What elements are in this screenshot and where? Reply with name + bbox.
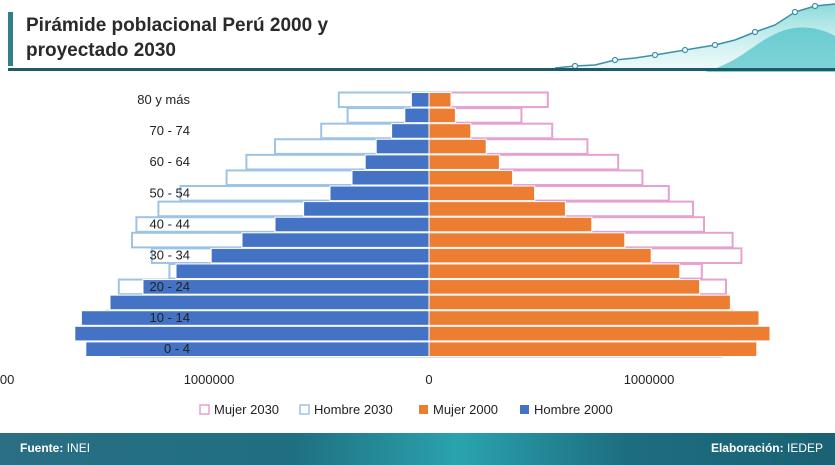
- bar-hombre-2000-40-44: [274, 216, 430, 233]
- bar-mujer-2000-40-44: [428, 216, 593, 233]
- bar-mujer-2000-15-19: [428, 294, 731, 311]
- bar-mujer-2000-30-34: [428, 247, 652, 264]
- bar-mujer-2000-0-4: [428, 341, 758, 358]
- x-tick-label: 1000000: [184, 372, 235, 387]
- y-tick-label: 10 - 14: [150, 310, 190, 325]
- decorative-trend-icon: [555, 2, 835, 72]
- bar-hombre-2000-30-34: [210, 247, 430, 264]
- bar-hombre-2000-0-4: [85, 341, 430, 358]
- bar-hombre-2000-70-74: [391, 123, 430, 139]
- author-note: Elaboración: IEDEP: [711, 441, 823, 455]
- bar-hombre-2000-15-19: [109, 294, 430, 311]
- footer: Fuente: INEI Elaboración: IEDEP: [0, 433, 835, 465]
- legend-label: Hombre 2000: [534, 402, 613, 417]
- bar-hombre-2000-55-59: [351, 169, 430, 186]
- bar-mujer-2000-10-14: [428, 310, 760, 326]
- y-tick-label: 70 - 74: [150, 123, 190, 138]
- legend-label: Mujer 2030: [214, 402, 279, 417]
- bar-mujer-2000-45-49: [428, 201, 566, 217]
- bar-hombre-2000-10-14: [80, 310, 430, 326]
- source-note: Fuente: INEI: [20, 441, 90, 455]
- bar-mujer-2000-65-69: [428, 138, 487, 155]
- bar-hombre-2000-5-9: [74, 325, 430, 342]
- title-accent-bar: [8, 12, 13, 66]
- legend-label: Hombre 2030: [314, 402, 393, 417]
- bar-hombre-2000-75-79: [404, 107, 430, 124]
- header-divider: [8, 68, 835, 71]
- header: Pirámide poblacional Perú 2000 y proyect…: [0, 0, 835, 72]
- bar-mujer-2000-75-79: [428, 107, 456, 124]
- bar-mujer-2000-50-54: [428, 185, 536, 202]
- y-tick-label: 80 y más: [137, 92, 190, 107]
- bar-mujer-2000-20-24: [428, 279, 701, 295]
- bar-mujer-2000-70-74: [428, 123, 472, 139]
- y-tick-label: 60 - 64: [150, 154, 190, 169]
- legend-swatch: [199, 404, 210, 415]
- bar-hombre-2000-35-39: [241, 232, 430, 248]
- bar-hombre-2000-60-64: [364, 154, 430, 170]
- bar-mujer-2000-5-9: [428, 325, 771, 342]
- bar-mujer-2000-80ymás: [428, 92, 452, 108]
- legend-swatch: [299, 404, 310, 415]
- x-tick-label: 1000000: [624, 372, 675, 387]
- page-title: Pirámide poblacional Perú 2000 y proyect…: [26, 15, 329, 61]
- x-tick-label: 2000000: [0, 372, 14, 387]
- y-tick-label: 40 - 44: [150, 217, 190, 232]
- bar-mujer-2000-60-64: [428, 154, 500, 170]
- x-tick-label: 0: [425, 372, 432, 387]
- legend-swatch: [520, 405, 529, 414]
- bar-mujer-2000-35-39: [428, 232, 626, 248]
- source-value: INEI: [66, 441, 91, 455]
- source-label: Fuente:: [20, 441, 64, 455]
- bar-hombre-2000-65-69: [375, 138, 430, 155]
- y-tick-label: 50 - 54: [150, 185, 190, 200]
- population-pyramid-chart: 0 - 4 10 - 14 20 - 24 30 - 34 40 - 44 50 - 54…: [0, 91, 771, 417]
- legend-label: Mujer 2000: [433, 402, 498, 417]
- author-value: IEDEP: [786, 441, 823, 455]
- y-tick-label: 0 - 4: [164, 341, 190, 356]
- bar-hombre-2000-25-29: [175, 263, 430, 280]
- legend-swatch: [419, 405, 428, 414]
- bar-hombre-2000-50-54: [329, 185, 430, 202]
- bar-mujer-2000-55-59: [428, 169, 514, 186]
- bar-mujer-2000-25-29: [428, 263, 681, 280]
- author-label: Elaboración:: [710, 441, 784, 455]
- bar-hombre-2000-80ymás: [410, 92, 430, 108]
- y-tick-label: 30 - 34: [150, 248, 190, 263]
- y-tick-label: 20 - 24: [150, 279, 190, 294]
- bar-hombre-2000-45-49: [303, 201, 430, 217]
